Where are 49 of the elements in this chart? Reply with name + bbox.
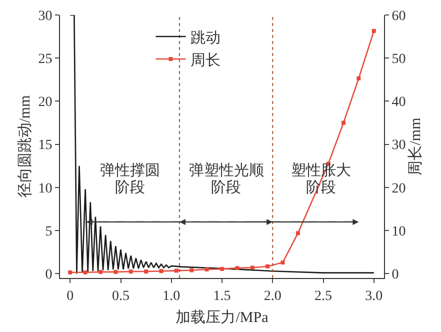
y2-tick-label: 60 [392, 8, 406, 24]
y-tick-label: 25 [38, 52, 52, 68]
y-tick-label: 20 [38, 95, 52, 110]
x-tick-label: 2.5 [314, 288, 332, 304]
legend-label: 跳动 [190, 29, 221, 46]
x-tick-label: 2.0 [264, 288, 282, 304]
point [266, 264, 270, 268]
x-tick-label: 1.5 [213, 288, 231, 304]
annotation: 弹塑性光顺 [189, 162, 264, 179]
point [296, 231, 300, 236]
point [98, 270, 102, 274]
point [342, 120, 346, 125]
y-tick-label: 15 [38, 138, 52, 154]
point [174, 268, 178, 273]
annotation: 阶段 [211, 179, 241, 196]
y-tick-label: 10 [38, 181, 52, 196]
point [250, 266, 254, 270]
x-tick-label: 0 [66, 288, 74, 304]
point [356, 76, 361, 80]
y2-tick-label: 40 [392, 95, 406, 110]
annotation: 阶段 [115, 179, 145, 196]
y2-tick-label: 50 [392, 52, 406, 68]
y2-tick-label: 0 [392, 268, 399, 283]
y-tick-label: 30 [38, 8, 52, 24]
point [190, 268, 194, 272]
y2-tick-label: 10 [392, 224, 406, 240]
point [128, 270, 133, 274]
annotation: 弹性撑圆 [100, 162, 160, 179]
x-tick-label: 1.0 [162, 288, 180, 304]
y2-tick-label: 30 [392, 138, 406, 154]
point [159, 269, 164, 274]
point [235, 266, 240, 270]
point [144, 270, 148, 274]
point [220, 266, 224, 271]
point [83, 270, 88, 274]
x-axis-title: 加载压力/MPa [176, 308, 269, 326]
point [68, 270, 72, 274]
y-tick-label: 0 [45, 268, 52, 283]
x-tick-label: 3.0 [365, 288, 383, 304]
y2-axis-title: 周长/mm [406, 117, 424, 176]
x-tick-label: 0.5 [112, 288, 130, 304]
point [204, 267, 209, 272]
y2-tick-label: 20 [392, 181, 406, 196]
y-tick-label: 5 [45, 224, 52, 240]
point [280, 260, 285, 264]
point [114, 270, 118, 274]
legend-label: 周长 [190, 52, 221, 69]
point [372, 28, 376, 33]
y-axis-title: 径向圆跳动/mm [16, 94, 34, 198]
